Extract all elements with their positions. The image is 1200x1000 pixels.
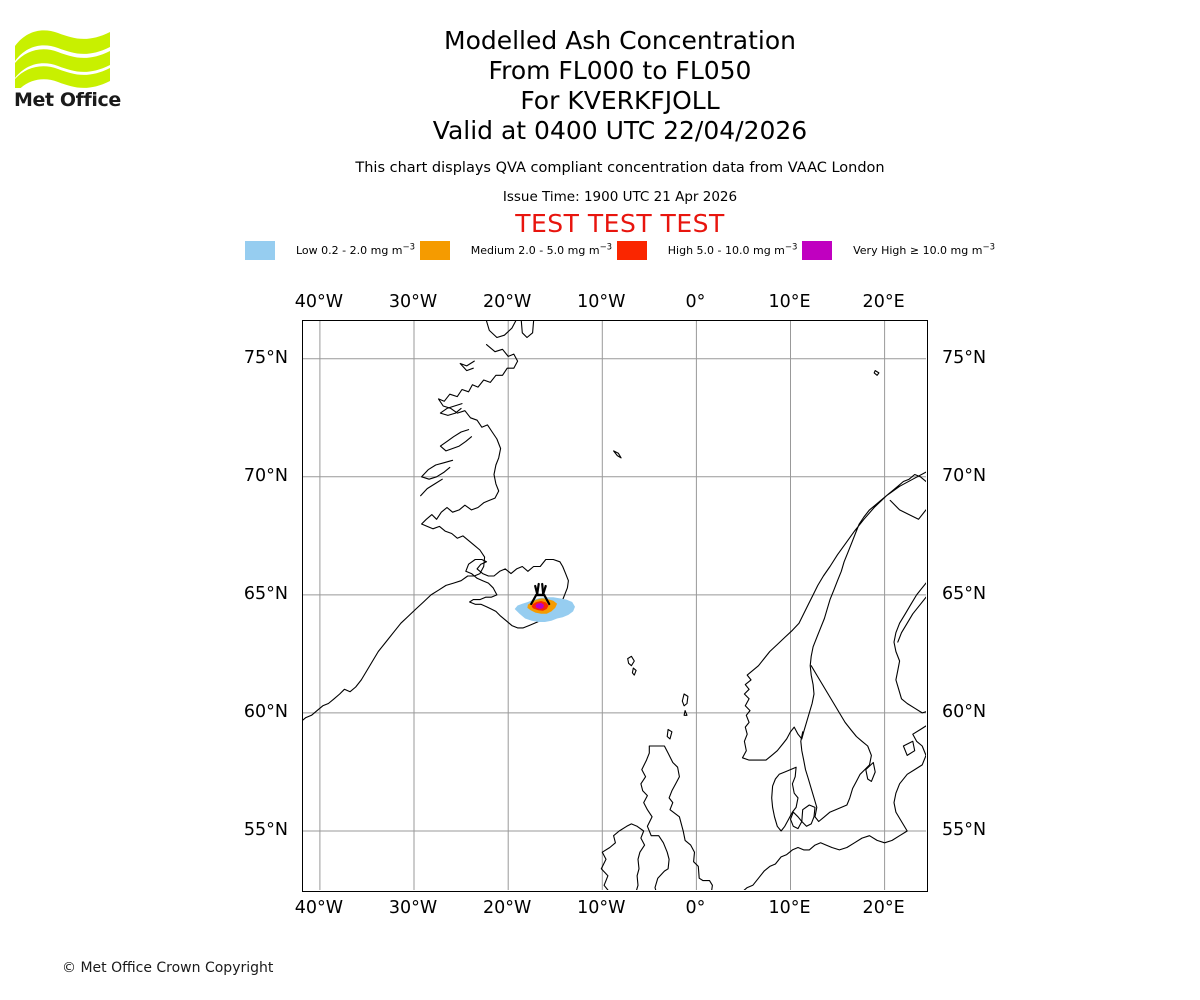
coastline-segment: [800, 665, 872, 823]
volcano-icon: [530, 582, 551, 606]
plume-very-high: [535, 602, 544, 609]
legend-swatch-low: [245, 240, 275, 260]
coastline-segment: [600, 823, 646, 890]
met-office-logo-text: Met Office: [14, 89, 121, 111]
lat-tick-right-2: 65°N: [942, 583, 987, 604]
test-banner: TEST TEST TEST: [515, 209, 725, 238]
coastline-segment: [640, 745, 713, 890]
lon-tick-top-0: 40°W: [294, 292, 344, 312]
lat-tick-right-1: 70°N: [942, 465, 987, 486]
coastline-segment: [741, 471, 926, 761]
issue-time: Issue Time: 1900 UTC 21 Apr 2026: [502, 189, 738, 205]
legend-item-high: High 5.0 - 10.0 mg m−3: [616, 240, 798, 260]
lon-tick-top-3: 10°W: [577, 292, 626, 312]
lon-tick-bottom-3: 10°W: [577, 898, 626, 918]
legend-label-medium: Medium 2.0 - 5.0 mg m−3: [470, 241, 613, 257]
lon-tick-top-2: 20°W: [483, 292, 532, 312]
coastline-segment: [631, 667, 637, 676]
coastline-segment: [439, 403, 463, 416]
legend-item-very-high: Very High ≥ 10.0 mg m−3: [802, 240, 995, 260]
coastline-segment: [873, 370, 880, 376]
legend-label-low: Low 0.2 - 2.0 mg m−3: [296, 241, 416, 257]
coastline-segment: [743, 725, 926, 890]
legend-label-high: High 5.0 - 10.0 mg m−3: [667, 241, 798, 257]
lon-tick-bottom-4: 0°: [685, 898, 706, 918]
lon-tick-bottom-6: 20°E: [862, 898, 905, 918]
coastline-segment: [421, 459, 454, 480]
coastline-segment: [801, 804, 816, 827]
lon-tick-top-1: 30°W: [388, 292, 438, 312]
page-title: Modelled Ash Concentration: [444, 26, 796, 55]
coastline-segment: [459, 360, 475, 372]
coastline-segment: [893, 582, 926, 714]
coastline-segment: [681, 693, 689, 707]
lat-tick-left-3: 60°N: [243, 701, 288, 722]
valid-time: Valid at 0400 UTC 22/04/2026: [432, 116, 808, 145]
coastline-segment: [485, 321, 517, 339]
legend-swatch-high: [616, 240, 647, 260]
coastline-segment: [420, 478, 443, 497]
lat-tick-right-0: 75°N: [942, 347, 987, 368]
copyright-notice: © Met Office Crown Copyright: [62, 960, 274, 976]
lat-tick-right-4: 55°N: [942, 820, 987, 840]
legend-swatch-very-high: [802, 240, 833, 260]
lon-tick-top-5: 10°E: [768, 292, 811, 312]
coastline-segment: [613, 450, 622, 459]
lon-tick-bottom-5: 10°E: [768, 898, 811, 918]
lat-tick-right-3: 60°N: [942, 701, 987, 722]
met-office-logo: Met Office: [14, 25, 124, 115]
coastline-segment: [303, 344, 519, 721]
lat-tick-left-4: 55°N: [243, 820, 288, 840]
chart-subtitle: This chart displays QVA compliant concen…: [355, 160, 885, 176]
coastline-segment: [865, 761, 876, 782]
legend-item-low: Low 0.2 - 2.0 mg m−3: [245, 240, 416, 260]
map-graphics: [303, 321, 926, 890]
lon-tick-bottom-2: 20°W: [483, 898, 532, 918]
lat-tick-left-1: 70°N: [243, 465, 288, 486]
flight-level-range: From FL000 to FL050: [488, 56, 752, 85]
coastline-segment: [627, 655, 635, 667]
map-plot-area: [302, 320, 928, 892]
coastline-segment: [520, 321, 535, 339]
coastline-segment: [771, 766, 799, 832]
coastline-segment: [789, 811, 803, 830]
coastline-segment: [439, 429, 473, 452]
coastline-segment: [889, 499, 926, 520]
coastline-segment: [666, 728, 673, 740]
volcano-name: For KVERKFJOLL: [520, 86, 720, 115]
lon-tick-bottom-0: 40°W: [294, 898, 344, 918]
coastlines: [303, 321, 926, 890]
map-gridlines: [303, 321, 926, 890]
lat-tick-left-0: 75°N: [243, 347, 288, 368]
ash-plume: [514, 597, 575, 622]
lon-tick-top-6: 20°E: [862, 292, 905, 312]
coastline-segment: [902, 740, 916, 756]
legend-item-medium: Medium 2.0 - 5.0 mg m−3: [419, 240, 613, 260]
lon-tick-top-4: 0°: [685, 292, 706, 312]
met-office-wave-mark: [15, 30, 110, 88]
legend-label-very-high: Very High ≥ 10.0 mg m−3: [853, 241, 995, 257]
chart-header: Modelled Ash Concentration From FL000 to…: [200, 26, 1040, 238]
legend-swatch-medium: [419, 240, 450, 260]
ash-concentration-map: 40°W 40°W 30°W 30°W 20°W 20°W 10°W 10°W 0° 0° 10°E…: [244, 292, 986, 918]
lon-tick-bottom-1: 30°W: [388, 898, 438, 918]
concentration-legend: Low 0.2 - 2.0 mg m−3 Medium 2.0 - 5.0 mg…: [245, 239, 995, 261]
lat-tick-left-2: 65°N: [243, 583, 288, 604]
coastline-segment: [683, 710, 688, 716]
